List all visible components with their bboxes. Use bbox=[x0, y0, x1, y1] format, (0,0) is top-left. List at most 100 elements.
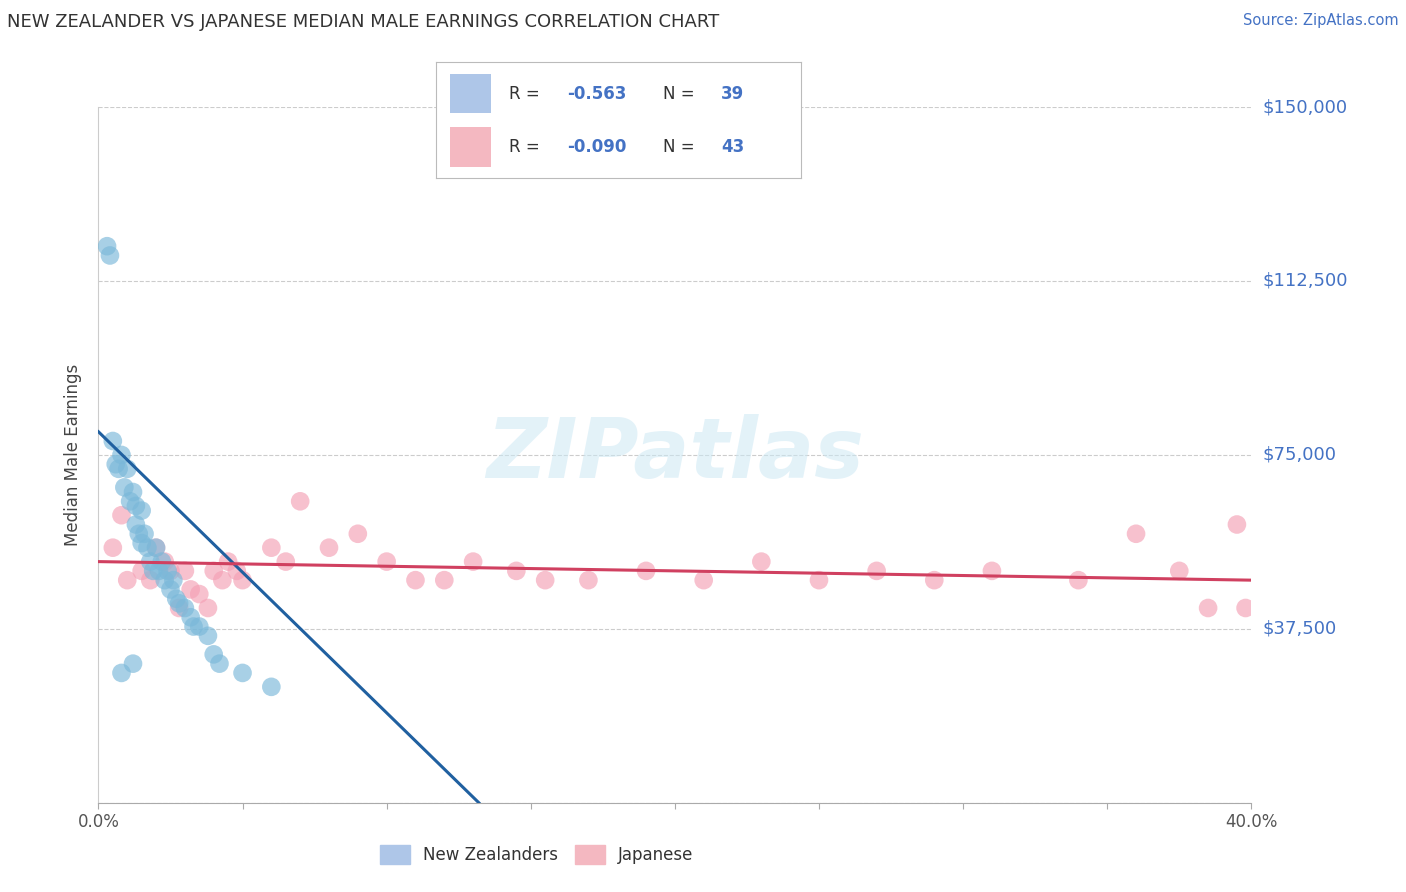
Point bbox=[156, 564, 179, 578]
Point bbox=[346, 526, 368, 541]
Point bbox=[180, 582, 202, 597]
Point bbox=[145, 541, 167, 555]
Point bbox=[202, 564, 225, 578]
Point bbox=[134, 526, 156, 541]
Text: $112,500: $112,500 bbox=[1263, 272, 1348, 290]
Point bbox=[150, 555, 173, 569]
FancyBboxPatch shape bbox=[450, 128, 491, 167]
Point bbox=[136, 541, 159, 555]
Point bbox=[131, 564, 153, 578]
Point bbox=[131, 503, 153, 517]
Point bbox=[1226, 517, 1249, 532]
Point bbox=[922, 573, 945, 587]
Point bbox=[107, 462, 129, 476]
Point bbox=[122, 657, 145, 671]
Point bbox=[981, 564, 1004, 578]
Point bbox=[807, 573, 830, 587]
Point bbox=[110, 665, 132, 680]
Point bbox=[211, 573, 233, 587]
Point bbox=[231, 665, 254, 680]
Point bbox=[693, 573, 716, 587]
Point bbox=[167, 601, 190, 615]
Point bbox=[120, 494, 142, 508]
Point bbox=[225, 564, 247, 578]
Point bbox=[188, 619, 211, 633]
Point bbox=[153, 555, 176, 569]
Point bbox=[866, 564, 889, 578]
Text: ZIPatlas: ZIPatlas bbox=[486, 415, 863, 495]
Point bbox=[162, 573, 184, 587]
Point bbox=[139, 555, 162, 569]
Point bbox=[208, 657, 231, 671]
Text: $150,000: $150,000 bbox=[1263, 98, 1347, 116]
Point bbox=[145, 541, 167, 555]
Point bbox=[110, 508, 132, 523]
Point bbox=[174, 564, 197, 578]
Point bbox=[405, 573, 427, 587]
Point bbox=[110, 448, 132, 462]
Point bbox=[1067, 573, 1090, 587]
Point bbox=[159, 582, 181, 597]
Point bbox=[534, 573, 557, 587]
Point bbox=[290, 494, 312, 508]
Point bbox=[125, 517, 148, 532]
Point bbox=[751, 555, 773, 569]
Text: 39: 39 bbox=[721, 85, 744, 103]
Point bbox=[131, 536, 153, 550]
Legend: New Zealanders, Japanese: New Zealanders, Japanese bbox=[373, 838, 700, 871]
Text: -0.563: -0.563 bbox=[568, 85, 627, 103]
Point bbox=[1168, 564, 1191, 578]
Point bbox=[125, 499, 148, 513]
Text: 43: 43 bbox=[721, 138, 744, 156]
Point bbox=[167, 596, 190, 610]
Point bbox=[128, 526, 150, 541]
Point bbox=[231, 573, 254, 587]
Point bbox=[180, 610, 202, 624]
Point bbox=[260, 541, 283, 555]
Point bbox=[117, 462, 138, 476]
Point bbox=[318, 541, 340, 555]
Point bbox=[505, 564, 527, 578]
Point bbox=[165, 591, 187, 606]
Point bbox=[188, 587, 211, 601]
Text: N =: N = bbox=[662, 138, 699, 156]
Point bbox=[260, 680, 283, 694]
Point bbox=[433, 573, 456, 587]
Point bbox=[1125, 526, 1147, 541]
Text: -0.090: -0.090 bbox=[568, 138, 627, 156]
Point bbox=[274, 555, 297, 569]
Point bbox=[112, 480, 135, 494]
Point bbox=[1234, 601, 1257, 615]
Point bbox=[578, 573, 600, 587]
Point bbox=[375, 555, 398, 569]
Point bbox=[636, 564, 658, 578]
Point bbox=[174, 601, 197, 615]
Point bbox=[101, 541, 124, 555]
Point bbox=[153, 573, 176, 587]
Point bbox=[197, 629, 219, 643]
Text: NEW ZEALANDER VS JAPANESE MEDIAN MALE EARNINGS CORRELATION CHART: NEW ZEALANDER VS JAPANESE MEDIAN MALE EA… bbox=[7, 13, 720, 31]
Point bbox=[104, 457, 127, 471]
Text: R =: R = bbox=[509, 85, 546, 103]
Point bbox=[101, 434, 124, 448]
Point bbox=[197, 601, 219, 615]
FancyBboxPatch shape bbox=[450, 74, 491, 113]
Point bbox=[117, 573, 138, 587]
Y-axis label: Median Male Earnings: Median Male Earnings bbox=[65, 364, 83, 546]
Point bbox=[183, 619, 205, 633]
Point bbox=[142, 564, 165, 578]
Point bbox=[122, 485, 145, 500]
Point bbox=[461, 555, 484, 569]
Point bbox=[217, 555, 239, 569]
Point bbox=[139, 573, 162, 587]
Point bbox=[148, 564, 170, 578]
Text: R =: R = bbox=[509, 138, 546, 156]
Text: $75,000: $75,000 bbox=[1263, 446, 1337, 464]
Point bbox=[98, 248, 121, 262]
Point bbox=[202, 648, 225, 662]
Point bbox=[159, 564, 181, 578]
Text: N =: N = bbox=[662, 85, 699, 103]
Text: Source: ZipAtlas.com: Source: ZipAtlas.com bbox=[1243, 13, 1399, 29]
Text: $37,500: $37,500 bbox=[1263, 620, 1337, 638]
Point bbox=[96, 239, 118, 253]
